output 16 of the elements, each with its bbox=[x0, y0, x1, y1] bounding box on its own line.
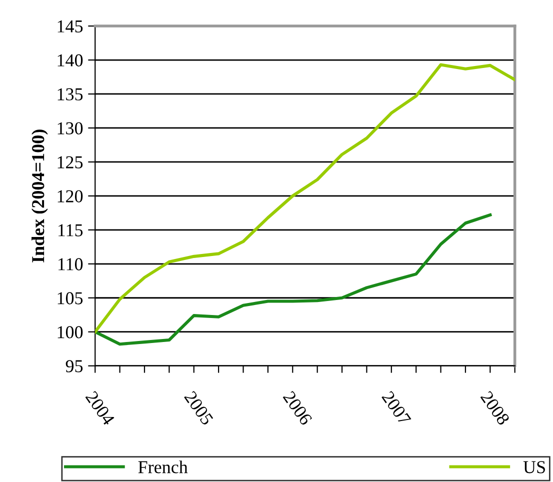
y-tick-label: 145 bbox=[58, 20, 83, 32]
y-tick-label: 95 bbox=[66, 360, 83, 372]
legend-label: US bbox=[523, 461, 545, 474]
y-tick-label: 100 bbox=[58, 326, 83, 338]
y-tick-label: 110 bbox=[58, 258, 83, 270]
legend-label: French bbox=[138, 460, 188, 474]
y-tick-label: 130 bbox=[58, 122, 83, 134]
x-tick-label: 2007 bbox=[381, 390, 412, 426]
y-axis-title: Index (2004=100) bbox=[32, 130, 48, 262]
y-tick-label: 125 bbox=[58, 156, 83, 168]
line-series bbox=[95, 213, 492, 346]
y-tick-label: 105 bbox=[58, 292, 83, 304]
y-tick-label: 140 bbox=[58, 54, 83, 66]
y-tick-label: 120 bbox=[58, 190, 83, 202]
y-tick-label: 135 bbox=[58, 88, 83, 100]
y-tick-label: 115 bbox=[58, 224, 83, 236]
